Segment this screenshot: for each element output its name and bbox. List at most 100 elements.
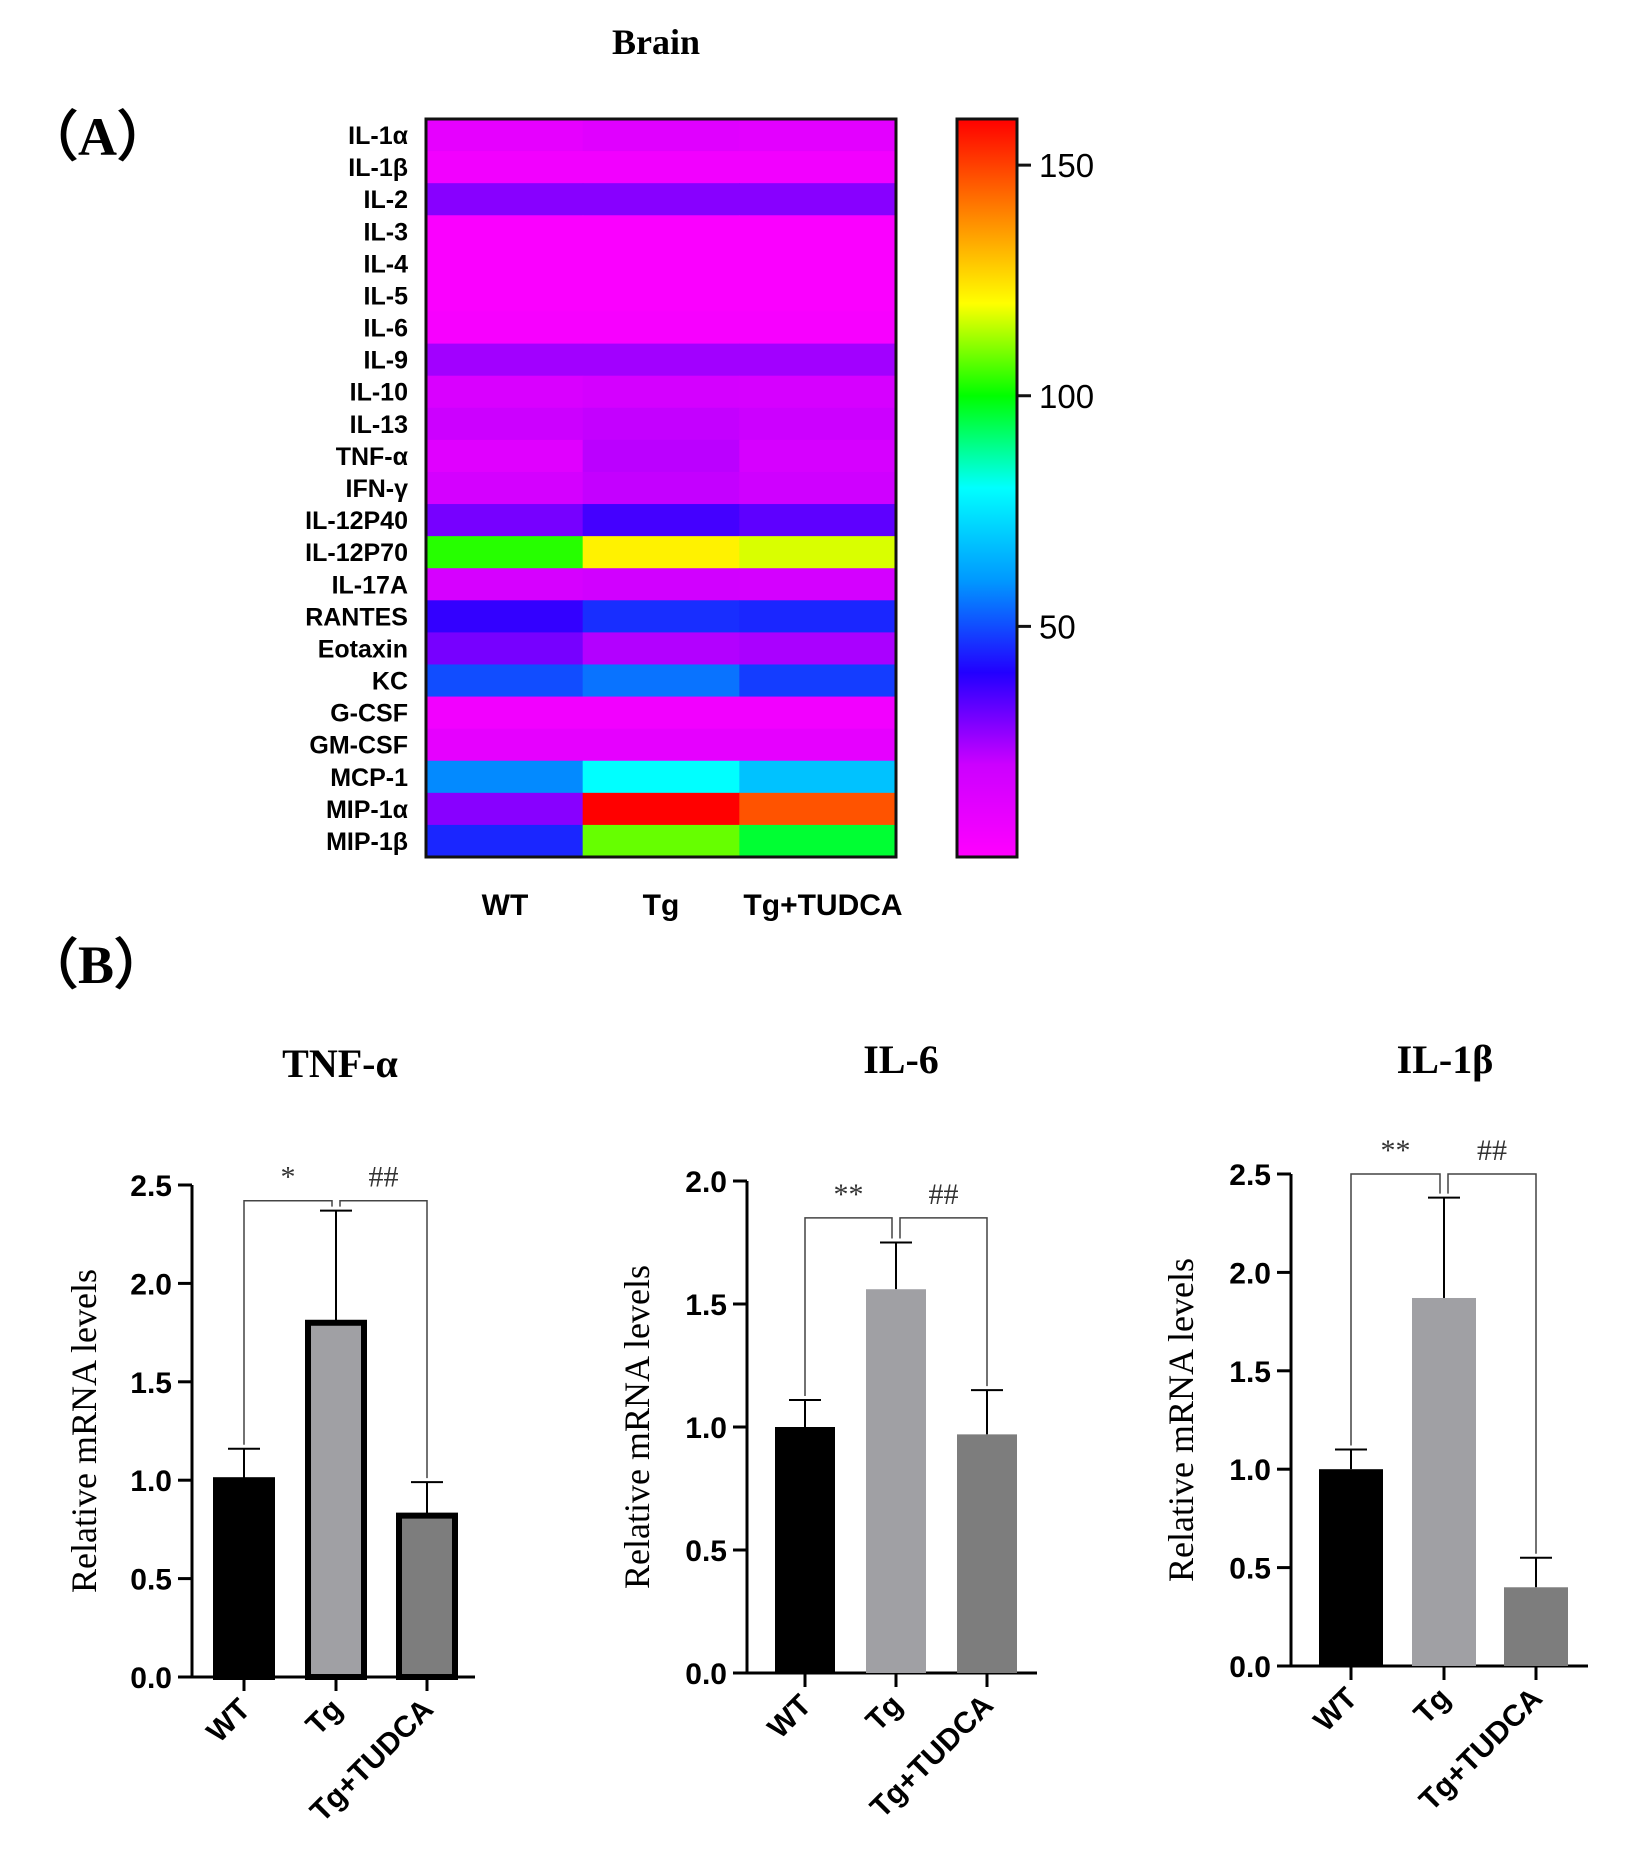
y-tick-label: 1.5 bbox=[130, 1367, 172, 1400]
heatmap: IL-1α IL-1β IL-2 IL-3 IL-4 IL-5 IL-6 IL-9 IL-10 I… bbox=[305, 117, 903, 922]
heatmap-col-label-wt: WT bbox=[482, 889, 529, 922]
significance-label-1: * bbox=[281, 1161, 296, 1194]
heatmap-cell-g-csf-tg-plus-tudca bbox=[739, 696, 897, 730]
y-tick-label: 0.5 bbox=[130, 1564, 172, 1597]
heatmap-row-label-kc: KC bbox=[372, 668, 408, 696]
heatmap-row-label-mip-1alpha: MIP-1α bbox=[326, 796, 409, 824]
heatmap-cell-il-3-tg-plus-tudca bbox=[739, 215, 897, 248]
significance-label-2: ## bbox=[929, 1178, 959, 1211]
y-tick-label: 0.5 bbox=[1229, 1553, 1271, 1586]
heatmap-cell-il-10-tg bbox=[582, 375, 740, 409]
heatmap-cell-il-13-tg bbox=[582, 407, 740, 441]
heatmap-row-label-ifn-gamma: IFN-γ bbox=[346, 475, 409, 503]
y-tick-label: 1.0 bbox=[130, 1465, 172, 1498]
y-tick-label: 1.0 bbox=[685, 1412, 727, 1445]
significance-label-1: ** bbox=[1381, 1134, 1411, 1167]
heatmap-row-label-il-13: IL-13 bbox=[350, 411, 408, 439]
heatmap-title: Brain bbox=[612, 22, 700, 62]
heatmap-cell-g-csf-wt bbox=[426, 696, 584, 730]
y-tick-label: 2.0 bbox=[685, 1166, 727, 1199]
colorbar-tick-label-100: 100 bbox=[1039, 378, 1094, 415]
heatmap-cell-il-3-wt bbox=[426, 215, 584, 248]
heatmap-cell-gm-csf-tg-plus-tudca bbox=[739, 728, 897, 762]
bar-tg-plus-tudca bbox=[1504, 1587, 1568, 1666]
significance-bracket-2 bbox=[899, 1217, 988, 1387]
heatmap-cell-il-1alpha-wt bbox=[426, 119, 584, 152]
x-tick-label-tg: Tg bbox=[1408, 1682, 1457, 1731]
heatmap-cell-il-17a-tg-plus-tudca bbox=[739, 568, 897, 601]
heatmap-row-label-il-9: IL-9 bbox=[364, 347, 408, 375]
heatmap-row-label-il-12p70: IL-12P70 bbox=[305, 539, 408, 567]
panel-b-label: （B） bbox=[24, 935, 168, 995]
heatmap-row-label-il-17a: IL-17A bbox=[332, 571, 408, 599]
heatmap-cell-il-3-tg bbox=[582, 215, 740, 248]
heatmap-cell-mip-1alpha-tg-plus-tudca bbox=[739, 792, 897, 826]
heatmap-row-label-mcp-1: MCP-1 bbox=[330, 764, 408, 792]
heatmap-cell-ifn-gamma-tg bbox=[582, 471, 740, 505]
heatmap-col-label-tg-plus-tudca: Tg+TUDCA bbox=[743, 889, 902, 922]
heatmap-cell-kc-tg-plus-tudca bbox=[739, 664, 897, 698]
x-tick-label-wt: WT bbox=[1308, 1682, 1364, 1738]
heatmap-cell-il-5-tg-plus-tudca bbox=[739, 279, 897, 313]
heatmap-cell-kc-tg bbox=[582, 664, 740, 698]
y-axis-label: Relative mRNA levels bbox=[1161, 1258, 1201, 1582]
bar-chart-tnf-alpha: TNF-α Relative mRNA levels 0.0 0.5 1.0 1.5 2.0… bbox=[64, 1041, 475, 1828]
heatmap-border bbox=[424, 117, 898, 859]
heatmap-row-label-il-1alpha: IL-1α bbox=[348, 122, 408, 150]
y-tick-label: 0.5 bbox=[685, 1535, 727, 1568]
significance-bracket-1 bbox=[804, 1217, 893, 1396]
significance-bracket-2 bbox=[339, 1199, 428, 1479]
heatmap-row-label-il-6: IL-6 bbox=[364, 315, 408, 343]
x-tick-label-wt: WT bbox=[762, 1689, 818, 1745]
bar-tg bbox=[1412, 1297, 1476, 1666]
y-tick-label: 2.0 bbox=[1229, 1257, 1271, 1290]
heatmap-cell-il-4-wt bbox=[426, 247, 584, 281]
bar-wt bbox=[775, 1427, 835, 1673]
significance-bracket-2 bbox=[1447, 1173, 1537, 1554]
heatmap-cell-il-2-wt bbox=[426, 183, 584, 216]
heatmap-cell-il-9-wt bbox=[426, 343, 584, 377]
y-axis-label: Relative mRNA levels bbox=[617, 1265, 657, 1589]
heatmap-cell-il-6-tg bbox=[582, 311, 740, 345]
bar-tg-plus-tudca bbox=[396, 1512, 458, 1681]
heatmap-cell-rantes-wt bbox=[426, 600, 584, 633]
heatmap-cell-gm-csf-wt bbox=[426, 728, 584, 762]
heatmap-cell-il-5-tg bbox=[582, 279, 740, 313]
heatmap-cell-mip-1beta-tg bbox=[582, 824, 740, 858]
heatmap-cell-il-6-tg-plus-tudca bbox=[739, 311, 897, 345]
heatmap-cell-mcp-1-wt bbox=[426, 760, 584, 794]
heatmap-cell-kc-wt bbox=[426, 664, 584, 698]
chart-title: IL-1β bbox=[1397, 1037, 1494, 1082]
heatmap-cell-il-13-wt bbox=[426, 407, 584, 441]
heatmap-cell-gm-csf-tg bbox=[582, 728, 740, 762]
heatmap-cell-il-2-tg-plus-tudca bbox=[739, 183, 897, 216]
heatmap-cell-il-1beta-wt bbox=[426, 151, 584, 184]
heatmap-cell-mip-1beta-tg-plus-tudca bbox=[739, 824, 897, 858]
heatmap-cell-mip-1alpha-wt bbox=[426, 792, 584, 826]
heatmap-col-label-tg: Tg bbox=[643, 889, 680, 922]
y-tick-label: 0.0 bbox=[685, 1658, 727, 1691]
y-tick-label: 2.5 bbox=[130, 1170, 172, 1203]
heatmap-cell-ifn-gamma-tg-plus-tudca bbox=[739, 471, 897, 505]
y-tick-label: 1.5 bbox=[685, 1289, 727, 1322]
heatmap-cell-mip-1beta-wt bbox=[426, 824, 584, 858]
heatmap-cell-il-12p40-tg bbox=[582, 504, 740, 537]
heatmap-cell-eotaxin-wt bbox=[426, 632, 584, 666]
significance-label-2: ## bbox=[369, 1161, 399, 1194]
heatmap-cell-il-1beta-tg-plus-tudca bbox=[739, 151, 897, 184]
chart-title: TNF-α bbox=[282, 1041, 398, 1086]
heatmap-row-label-tnf-alpha: TNF-α bbox=[336, 443, 409, 471]
significance-label-1: ** bbox=[834, 1178, 864, 1211]
heatmap-row-label-rantes: RANTES bbox=[305, 603, 408, 631]
heatmap-cell-rantes-tg bbox=[582, 600, 740, 633]
heatmap-cell-il-1alpha-tg-plus-tudca bbox=[739, 119, 897, 152]
y-tick-label: 2.0 bbox=[130, 1268, 172, 1301]
heatmap-cell-eotaxin-tg bbox=[582, 632, 740, 666]
heatmap-cell-eotaxin-tg-plus-tudca bbox=[739, 632, 897, 666]
heatmap-cell-tnf-alpha-wt bbox=[426, 439, 584, 473]
bar-chart-il-6: IL-6 Relative mRNA levels 0.0 0.5 1.0 1.5 2.0 W… bbox=[617, 1037, 1037, 1824]
heatmap-row-label-g-csf: G-CSF bbox=[330, 700, 408, 728]
heatmap-cell-il-5-wt bbox=[426, 279, 584, 313]
y-tick-label: 1.0 bbox=[1229, 1454, 1271, 1487]
